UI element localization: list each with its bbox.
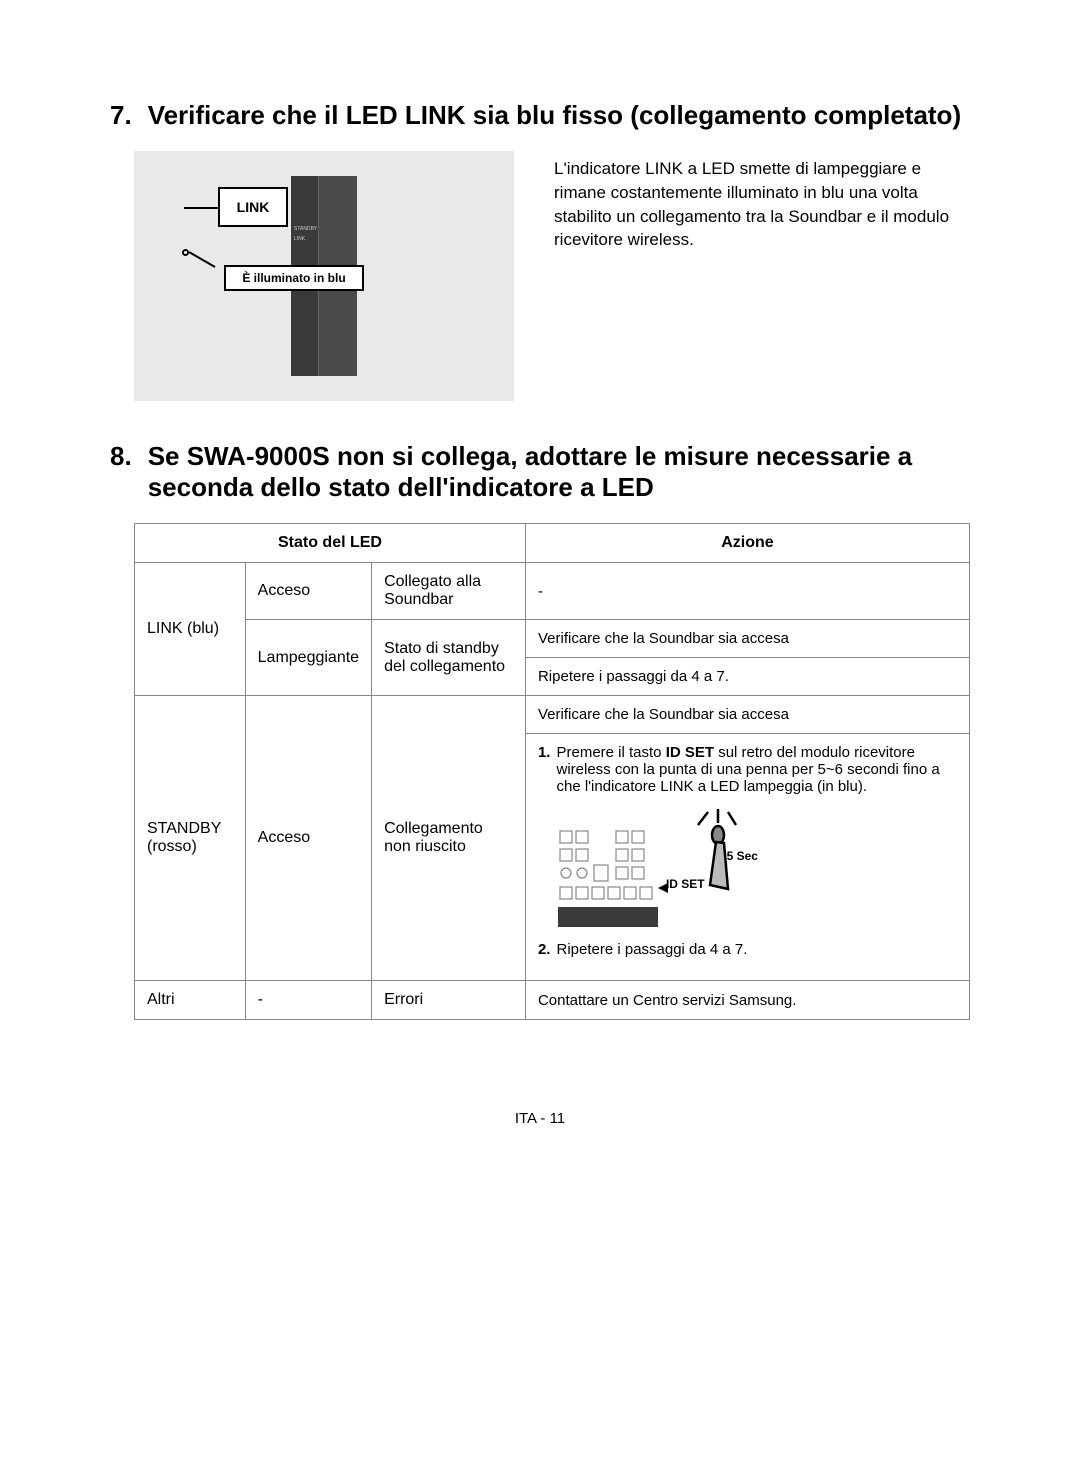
step-1: 1. Premere il tasto ID SET sul retro del… — [538, 744, 957, 795]
callout-line — [189, 251, 216, 268]
cell-contact: Contattare un Centro servizi Samsung. — [525, 981, 969, 1020]
idset-diagram: 5 Sec ID SET — [558, 807, 778, 927]
step1-bold: ID SET — [666, 744, 714, 761]
cell-repeat: Ripetere i passaggi da 4 a 7. — [525, 658, 969, 696]
cell-check-soundbar: Verificare che la Soundbar sia accesa — [525, 620, 969, 658]
header-led-state: Stato del LED — [135, 524, 526, 563]
step-2: 2. Ripetere i passaggi da 4 a 7. — [538, 941, 957, 958]
section-7-title: Verificare che il LED LINK sia blu fisso… — [148, 100, 970, 131]
cell-errori: Errori — [372, 981, 526, 1020]
table-row: Lampeggiante Stato di standby del colleg… — [135, 620, 970, 658]
cell-link-blu: LINK (blu) — [135, 563, 246, 696]
idset-label: ID SET — [666, 877, 705, 891]
section-8-title: Se SWA-9000S non si collega, adottare le… — [148, 441, 970, 503]
receiver-back-icon — [558, 827, 658, 927]
section-7-description: L'indicatore LINK a LED smette di lampeg… — [554, 151, 970, 252]
cell-check-soundbar2: Verificare che la Soundbar sia accesa — [525, 696, 969, 734]
table-header-row: Stato del LED Azione — [135, 524, 970, 563]
step1-prefix: Premere il tasto — [556, 744, 665, 761]
cell-collegamento-non: Collegamento non riuscito — [372, 696, 526, 981]
cell-dash: - — [525, 563, 969, 620]
cell-instructions: 1. Premere il tasto ID SET sul retro del… — [525, 734, 969, 981]
step-1-num: 1. — [538, 744, 551, 795]
header-action: Azione — [525, 524, 969, 563]
table-row: LINK (blu) Acceso Collegato alla Soundba… — [135, 563, 970, 620]
callout-line — [184, 207, 218, 209]
cell-collegato: Collegato alla Soundbar — [372, 563, 526, 620]
five-sec-label: 5 Sec — [727, 849, 758, 863]
section-8-heading: 8. Se SWA-9000S non si collega, adottare… — [110, 441, 970, 503]
section-7-heading: 7. Verificare che il LED LINK sia blu fi… — [110, 100, 970, 131]
cell-standby-state: Stato di standby del collegamento — [372, 620, 526, 696]
link-callout: LINK — [218, 187, 288, 227]
section-7-number: 7. — [110, 100, 132, 131]
link-mini-label: LINK — [294, 236, 305, 242]
cell-acceso: Acceso — [245, 563, 371, 620]
page-footer: ITA - 11 — [110, 1110, 970, 1127]
step-2-text: Ripetere i passaggi da 4 a 7. — [556, 941, 747, 958]
table-row: Altri - Errori Contattare un Centro serv… — [135, 981, 970, 1020]
step-1-text: Premere il tasto ID SET sul retro del mo… — [556, 744, 957, 795]
led-status-table: Stato del LED Azione LINK (blu) Acceso C… — [134, 523, 970, 1020]
device-illustration: STANDBY LINK LINK È illuminato in blu — [134, 151, 514, 401]
cell-acceso2: Acceso — [245, 696, 371, 981]
step-2-num: 2. — [538, 941, 551, 958]
blue-callout: È illuminato in blu — [224, 265, 364, 291]
section-8-number: 8. — [110, 441, 132, 503]
cell-standby-rosso: STANDBY (rosso) — [135, 696, 246, 981]
table-row: STANDBY (rosso) Acceso Collegamento non … — [135, 696, 970, 734]
cell-dash2: - — [245, 981, 371, 1020]
cell-altri: Altri — [135, 981, 246, 1020]
standby-mini-label: STANDBY — [294, 226, 317, 232]
cell-lampeggiante: Lampeggiante — [245, 620, 371, 696]
section-7-figure-block: STANDBY LINK LINK È illuminato in blu L'… — [134, 151, 970, 401]
